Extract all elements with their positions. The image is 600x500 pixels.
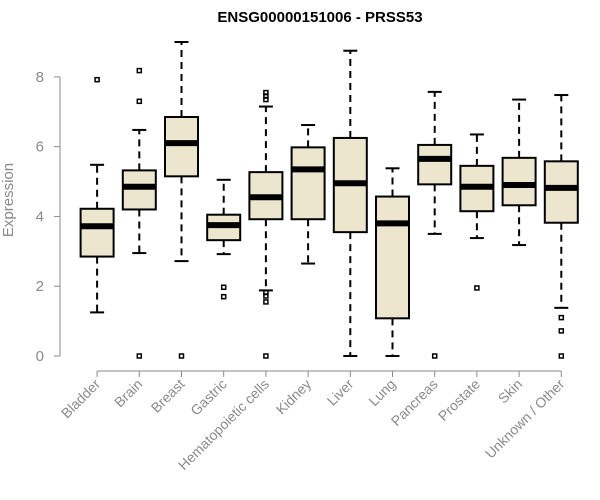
- outlier-point: [431, 353, 438, 359]
- outlier-point: [263, 353, 269, 359]
- box-group: [290, 124, 326, 265]
- box: [375, 195, 410, 320]
- outlier-point: [136, 98, 143, 105]
- y-axis-label: Expression: [0, 163, 17, 237]
- box: [121, 169, 157, 211]
- y-axis: 0 2 4 6 8: [36, 69, 61, 365]
- x-tick-label: Kidney: [273, 376, 315, 418]
- outlier-point: [558, 314, 565, 321]
- x-tick-label: Skin: [495, 376, 526, 407]
- box: [543, 160, 579, 224]
- box-series: [79, 41, 579, 359]
- x-tick-label: Brain: [111, 376, 145, 410]
- box-group: [248, 89, 284, 359]
- box: [501, 156, 537, 207]
- box-group: [543, 94, 579, 359]
- y-tick-label: 2: [36, 278, 44, 295]
- outlier-point: [474, 285, 480, 291]
- y-tick-label: 6: [36, 139, 44, 156]
- box-group: [164, 41, 199, 359]
- x-tick-label: Bladder: [58, 376, 104, 422]
- x-tick-label: Unknown / Other: [482, 376, 568, 462]
- y-tick-label: 8: [36, 69, 44, 86]
- outlier-point: [220, 293, 227, 300]
- outlier-point: [263, 299, 269, 305]
- box-group: [121, 67, 157, 359]
- y-tick-label: 4: [36, 208, 44, 225]
- box: [79, 207, 115, 258]
- box-group: [79, 76, 115, 314]
- outlier-point: [220, 284, 227, 291]
- box-group: [417, 90, 453, 359]
- outlier-point: [136, 67, 143, 74]
- outlier-point: [263, 96, 269, 103]
- x-tick-label: Prostate: [435, 376, 483, 424]
- outlier-point: [558, 353, 565, 359]
- box-group: [332, 49, 368, 357]
- box: [290, 146, 326, 221]
- box-group: [206, 178, 242, 300]
- outlier-point: [136, 353, 143, 359]
- outlier-point: [558, 328, 565, 334]
- y-tick-label: 0: [36, 348, 44, 365]
- box-group: [501, 98, 537, 247]
- chart-title: ENSG00000151006 - PRSS53: [217, 9, 422, 26]
- x-tick-label: Breast: [148, 376, 188, 416]
- outlier-point: [178, 353, 185, 359]
- box-group: [459, 133, 495, 291]
- x-tick-label: Pancreas: [388, 376, 441, 429]
- x-tick-label: Lung: [365, 376, 398, 409]
- x-tick-label: Liver: [324, 376, 357, 409]
- outlier-point: [263, 293, 269, 299]
- box: [417, 143, 453, 186]
- box: [164, 116, 199, 178]
- box-group: [375, 167, 410, 357]
- outlier-point: [94, 76, 100, 83]
